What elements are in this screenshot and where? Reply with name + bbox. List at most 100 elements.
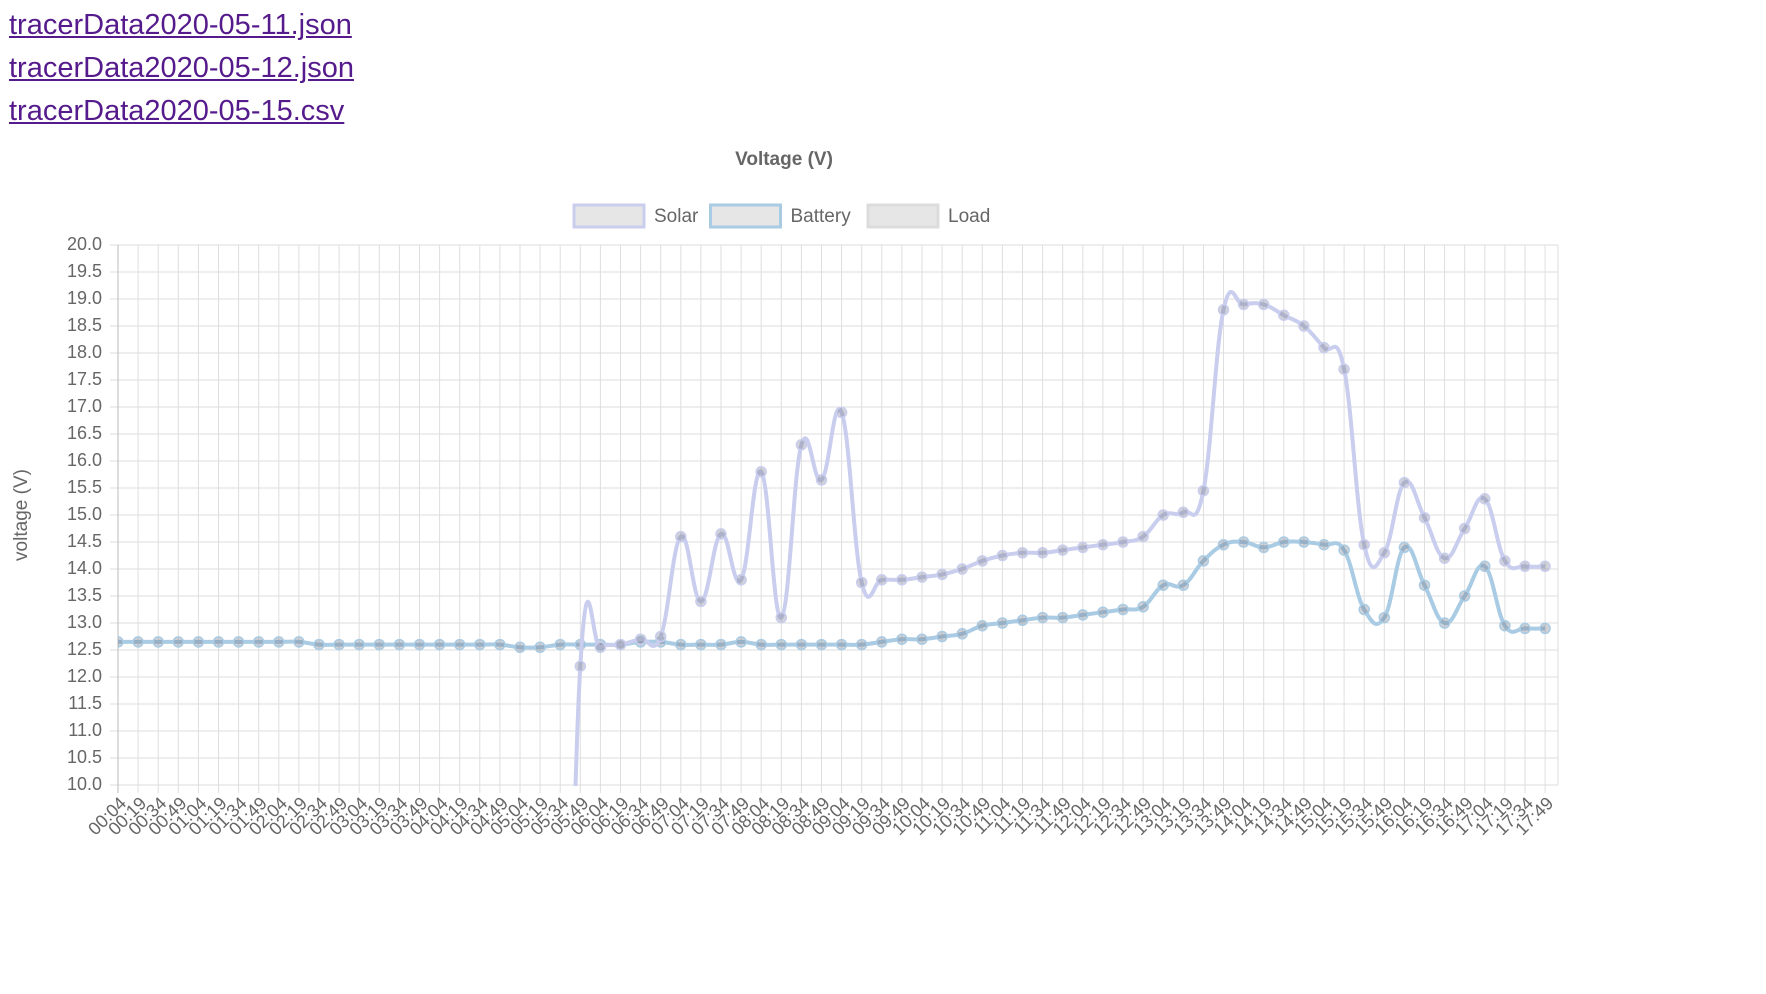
data-point: [916, 571, 928, 583]
data-point: [1418, 511, 1431, 524]
data-point: [433, 638, 446, 651]
data-point: [1358, 538, 1370, 551]
data-point: [1438, 552, 1451, 564]
data-point: [634, 633, 647, 645]
data-point: [1338, 544, 1350, 556]
data-point: [1137, 530, 1149, 543]
data-point: [976, 555, 989, 567]
data-point: [835, 638, 848, 651]
data-point: [855, 638, 868, 651]
data-point: [695, 595, 707, 608]
data-point: [554, 638, 566, 651]
data-point: [1036, 611, 1049, 624]
data-point: [1036, 547, 1049, 559]
y-tick-label: 13.0: [67, 612, 102, 632]
data-point: [453, 638, 466, 651]
data-point: [695, 638, 707, 651]
data-point: [1237, 536, 1250, 548]
data-point: [855, 576, 868, 589]
data-point: [735, 574, 747, 586]
file-link[interactable]: tracerData2020-05-12.json: [9, 52, 354, 84]
data-point: [1197, 484, 1210, 497]
data-point: [1519, 622, 1531, 635]
data-point: [494, 638, 506, 651]
data-point: [956, 563, 968, 575]
legend-swatch: [866, 203, 940, 229]
data-point: [1398, 541, 1411, 554]
data-point: [1117, 536, 1129, 548]
data-point: [192, 636, 205, 648]
data-point: [1217, 538, 1230, 551]
data-point: [413, 638, 426, 651]
data-point: [1499, 555, 1511, 567]
data-point: [1056, 611, 1069, 624]
y-tick-label: 18.5: [67, 315, 102, 335]
data-point: [795, 638, 808, 651]
data-point: [1338, 363, 1350, 375]
data-point: [273, 636, 285, 648]
data-point: [132, 636, 144, 648]
data-point: [1479, 560, 1491, 573]
data-point: [755, 466, 767, 478]
data-point: [896, 633, 908, 645]
data-point: [715, 528, 727, 540]
data-point: [1458, 590, 1471, 602]
data-point: [172, 636, 185, 648]
data-point: [1157, 509, 1169, 521]
data-point: [675, 638, 687, 651]
series-line: [118, 539, 1546, 650]
data-point: [876, 574, 888, 586]
data-point: [815, 638, 828, 651]
data-point: [594, 641, 607, 654]
y-tick-label: 13.5: [67, 585, 102, 605]
data-point: [1197, 555, 1210, 567]
data-point: [1378, 547, 1391, 559]
data-point: [936, 568, 948, 581]
data-point: [333, 638, 345, 651]
y-tick-label: 19.5: [67, 261, 102, 281]
data-point: [1177, 579, 1190, 591]
data-point: [534, 641, 546, 654]
data-point: [1016, 614, 1029, 627]
data-point: [373, 638, 386, 651]
y-tick-label: 12.0: [67, 666, 102, 686]
data-point: [1157, 579, 1169, 591]
data-point: [1499, 619, 1511, 632]
data-point: [353, 638, 365, 651]
legend-label: Battery: [791, 206, 852, 227]
data-point: [775, 638, 788, 651]
data-point: [996, 549, 1009, 562]
data-point: [1458, 522, 1471, 535]
data-point: [1137, 601, 1149, 613]
data-point: [1097, 538, 1109, 551]
data-point: [1177, 506, 1190, 519]
data-point: [1539, 560, 1551, 573]
grid: 10.0 10.5 11.0 11.5 12.0 12.5 13.0 13.5 14.0 14.5…: [67, 234, 1559, 839]
data-point: [996, 617, 1009, 629]
data-point: [936, 630, 948, 643]
data-point: [1257, 541, 1270, 554]
data-point: [574, 660, 587, 672]
data-point: [1358, 603, 1370, 616]
y-tick-label: 15.0: [67, 504, 102, 524]
data-point: [212, 636, 225, 648]
data-point: [1298, 320, 1310, 332]
data-point: [1318, 538, 1330, 551]
file-link[interactable]: tracerData2020-05-11.json: [9, 9, 352, 41]
data-point: [1479, 493, 1491, 505]
file-link[interactable]: tracerData2020-05-15.csv: [9, 95, 345, 127]
y-tick-label: 14.0: [67, 558, 102, 578]
data-point: [1318, 341, 1330, 354]
chart-title: Voltage (V): [735, 149, 833, 170]
series-line: [573, 290, 1546, 786]
data-point: [393, 638, 406, 651]
data-point: [1097, 606, 1109, 618]
y-tick-label: 10.0: [67, 774, 102, 794]
y-tick-label: 15.5: [67, 477, 102, 497]
data-point: [474, 638, 486, 651]
y-tick-label: 11.5: [68, 693, 102, 713]
y-tick-label: 11.0: [68, 720, 102, 740]
data-point: [654, 630, 667, 643]
y-tick-label: 14.5: [67, 531, 102, 551]
